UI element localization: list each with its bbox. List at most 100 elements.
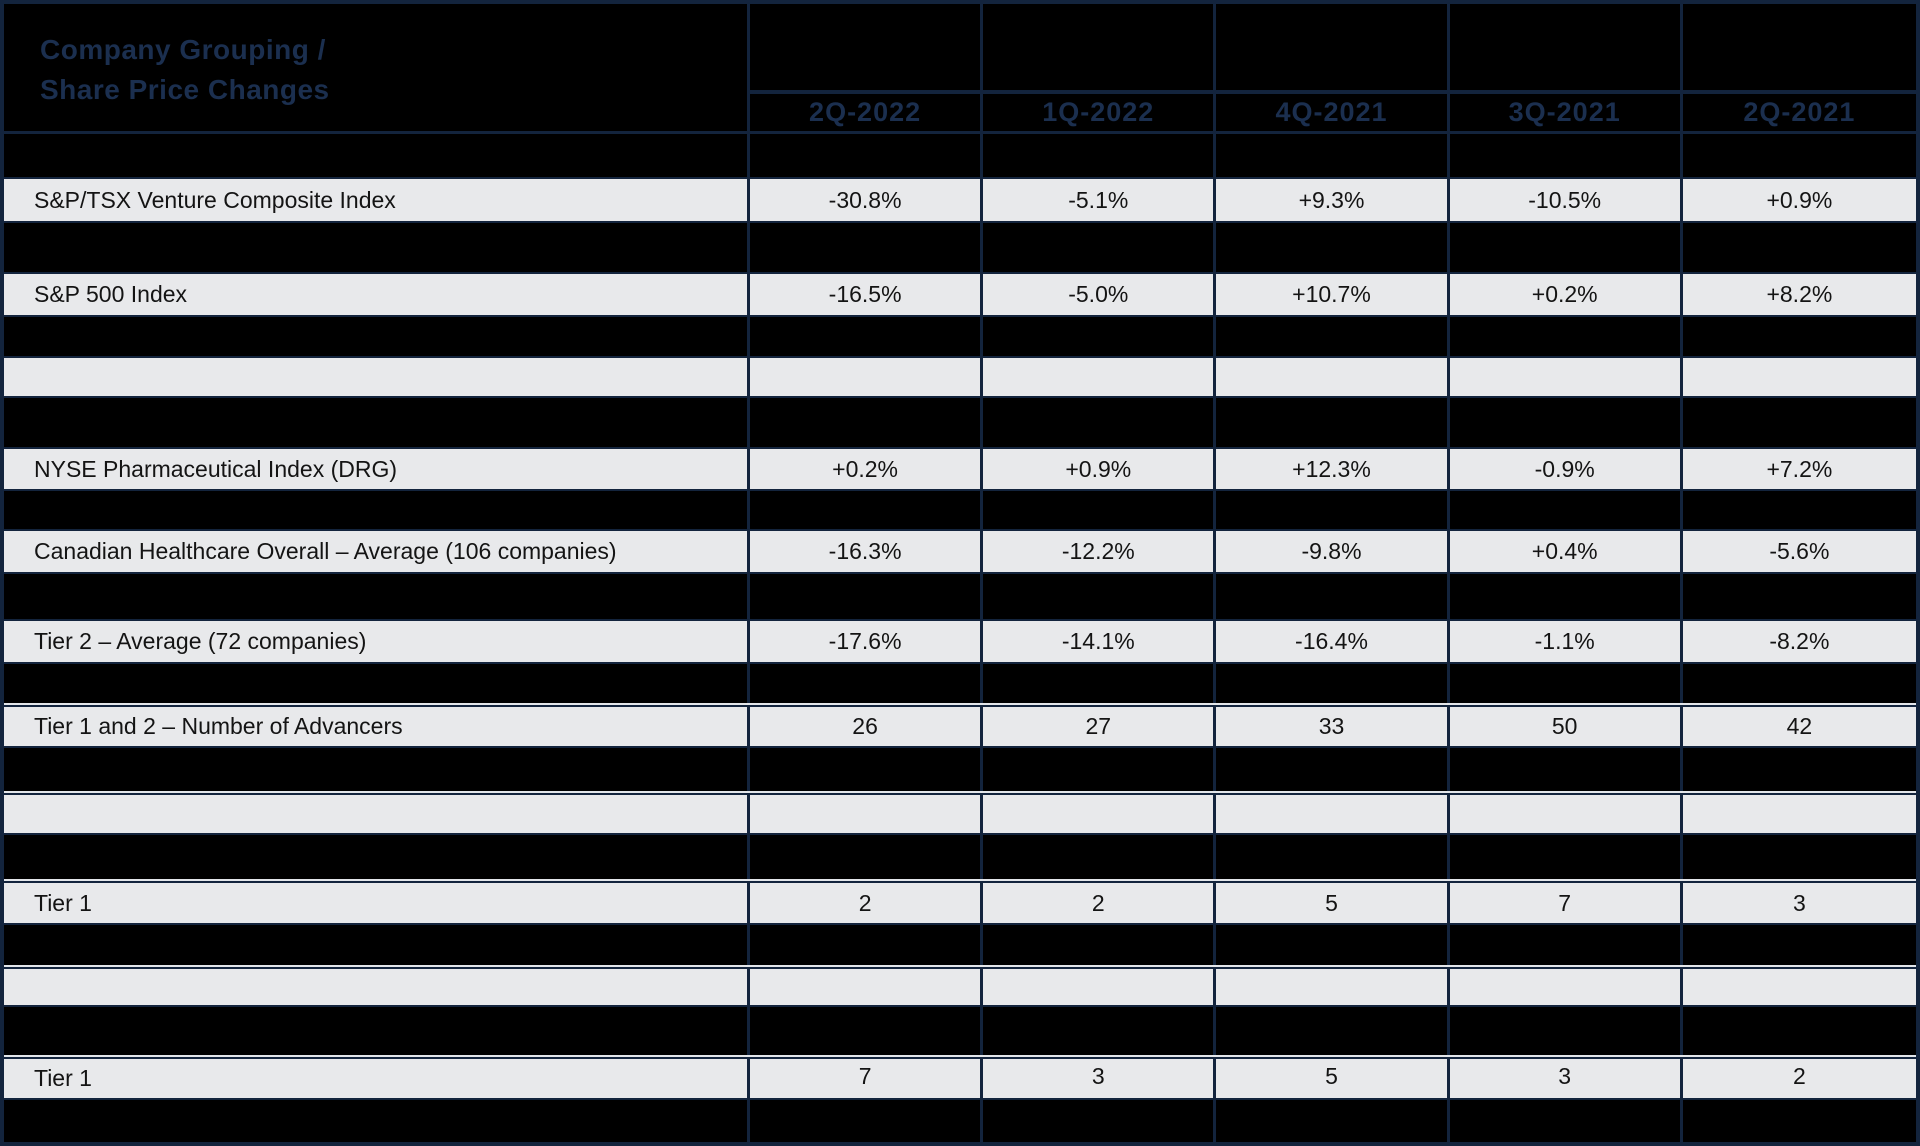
row-label	[4, 795, 750, 833]
column-header-1q2022: 1Q-2022	[983, 4, 1217, 131]
value-cell: -5.6%	[1769, 538, 1830, 564]
value-cell: 42	[1786, 713, 1813, 739]
table-row-empty	[4, 793, 1916, 835]
table-row-tier1-b: Tier 1 7 3 5 3 2	[4, 1057, 1916, 1100]
spacer-row	[4, 664, 1916, 705]
spacer-row	[4, 398, 1916, 447]
value-cell: 26	[750, 707, 984, 746]
value-cell: +10.7%	[1216, 274, 1450, 315]
table-row-empty	[4, 967, 1916, 1007]
row-label: Tier 1 and 2 – Number of Advancers	[4, 707, 750, 746]
spacer-row	[4, 1007, 1916, 1057]
value-cell	[983, 969, 1217, 1005]
value-cell: 2	[750, 883, 984, 923]
header-spacer	[983, 4, 1214, 94]
column-header-2q2022: 2Q-2022	[750, 4, 984, 131]
column-header-3q2021: 3Q-2021	[1449, 4, 1683, 131]
value-cell: -14.1%	[983, 621, 1217, 662]
value-cell: -16.4%	[1216, 621, 1450, 662]
row-label	[4, 358, 750, 396]
value-cell	[1216, 795, 1450, 833]
value-cell: +0.4%	[1450, 531, 1683, 572]
table-title-line1: Company Grouping /	[40, 34, 326, 65]
value-cell	[1683, 358, 1916, 396]
table-row-empty	[4, 356, 1916, 398]
value-cell: 3	[1792, 889, 1806, 916]
value-cell	[1216, 358, 1450, 396]
column-header-label: 3Q-2021	[1508, 97, 1621, 127]
table-row-tier1-a: Tier 1 2 2 5 7 3	[4, 881, 1916, 925]
column-header-label: 4Q-2021	[1275, 97, 1388, 127]
value-cell: +0.9%	[983, 449, 1217, 489]
value-cell: 3	[1450, 1059, 1683, 1098]
value-cell	[750, 969, 984, 1005]
value-cell	[750, 795, 984, 833]
value-cell: -8.2%	[1769, 628, 1830, 654]
value-cell: +8.2%	[1766, 281, 1833, 307]
value-cell: -0.9%	[1450, 449, 1683, 489]
row-label: Tier 1	[4, 1059, 750, 1098]
value-cell: 3	[983, 1059, 1217, 1098]
value-cell: 7	[1450, 883, 1683, 923]
value-cell: +12.3%	[1216, 449, 1450, 489]
header-spacer	[1682, 4, 1916, 94]
row-label: S&P 500 Index	[4, 274, 750, 315]
value-cell: +0.2%	[1450, 274, 1683, 315]
row-label: Canadian Healthcare Overall – Average (1…	[4, 531, 750, 572]
table-header-row: Company Grouping / Share Price Changes 2…	[4, 4, 1916, 134]
column-header-label: 2Q-2022	[809, 97, 922, 127]
row-label: Tier 2 – Average (72 companies)	[4, 621, 750, 662]
value-cell: -10.5%	[1450, 179, 1683, 221]
spacer-row	[4, 317, 1916, 356]
header-spacer	[750, 4, 981, 94]
row-label: NYSE Pharmaceutical Index (DRG)	[4, 449, 750, 489]
value-cell: 7	[750, 1059, 984, 1098]
value-cell: -12.2%	[983, 531, 1217, 572]
value-cell: -17.6%	[750, 621, 984, 662]
value-cell: +0.2%	[750, 449, 984, 489]
value-cell: 33	[1216, 707, 1450, 746]
table-title-line2: Share Price Changes	[40, 74, 330, 105]
value-cell	[1450, 795, 1683, 833]
value-cell	[1216, 969, 1450, 1005]
spacer-row	[4, 134, 1916, 177]
spacer-row	[4, 574, 1916, 619]
value-cell	[1450, 358, 1683, 396]
value-cell: -5.0%	[983, 274, 1217, 315]
table-row-tier12-advancers: Tier 1 and 2 – Number of Advancers 26 27…	[4, 705, 1916, 748]
value-cell: 2	[983, 883, 1217, 923]
column-header-4q2021: 4Q-2021	[1216, 4, 1450, 131]
spacer-row	[4, 835, 1916, 881]
value-cell: -5.1%	[983, 179, 1217, 221]
value-cell: -9.8%	[1216, 531, 1450, 572]
table-row-sptsx-venture: S&P/TSX Venture Composite Index -30.8% -…	[4, 177, 1916, 223]
value-cell: 50	[1450, 707, 1683, 746]
value-cell: +9.3%	[1216, 179, 1450, 221]
value-cell	[750, 358, 984, 396]
column-header-label: 2Q-2021	[1743, 97, 1856, 127]
spacer-row	[4, 925, 1916, 967]
column-header-2q2021: 2Q-2021	[1682, 4, 1916, 131]
spacer-row	[4, 1100, 1916, 1142]
value-cell: -1.1%	[1450, 621, 1683, 662]
header-spacer	[1216, 4, 1447, 94]
header-spacer	[1449, 4, 1680, 94]
table-title: Company Grouping / Share Price Changes	[4, 4, 750, 131]
value-cell	[1683, 969, 1916, 1005]
row-label	[4, 969, 750, 1005]
value-cell	[1683, 795, 1916, 833]
value-cell: +7.2%	[1766, 455, 1833, 482]
value-cell: -30.8%	[750, 179, 984, 221]
value-cell	[983, 795, 1217, 833]
spacer-row	[4, 748, 1916, 793]
value-cell: 5	[1216, 883, 1450, 923]
spacer-row	[4, 491, 1916, 529]
value-cell: -16.5%	[750, 274, 984, 315]
value-cell: -16.3%	[750, 531, 984, 572]
spacer-row	[4, 223, 1916, 272]
row-label: Tier 1	[4, 883, 750, 923]
value-cell	[1450, 969, 1683, 1005]
value-cell	[983, 358, 1217, 396]
table-row-cdn-healthcare: Canadian Healthcare Overall – Average (1…	[4, 529, 1916, 574]
